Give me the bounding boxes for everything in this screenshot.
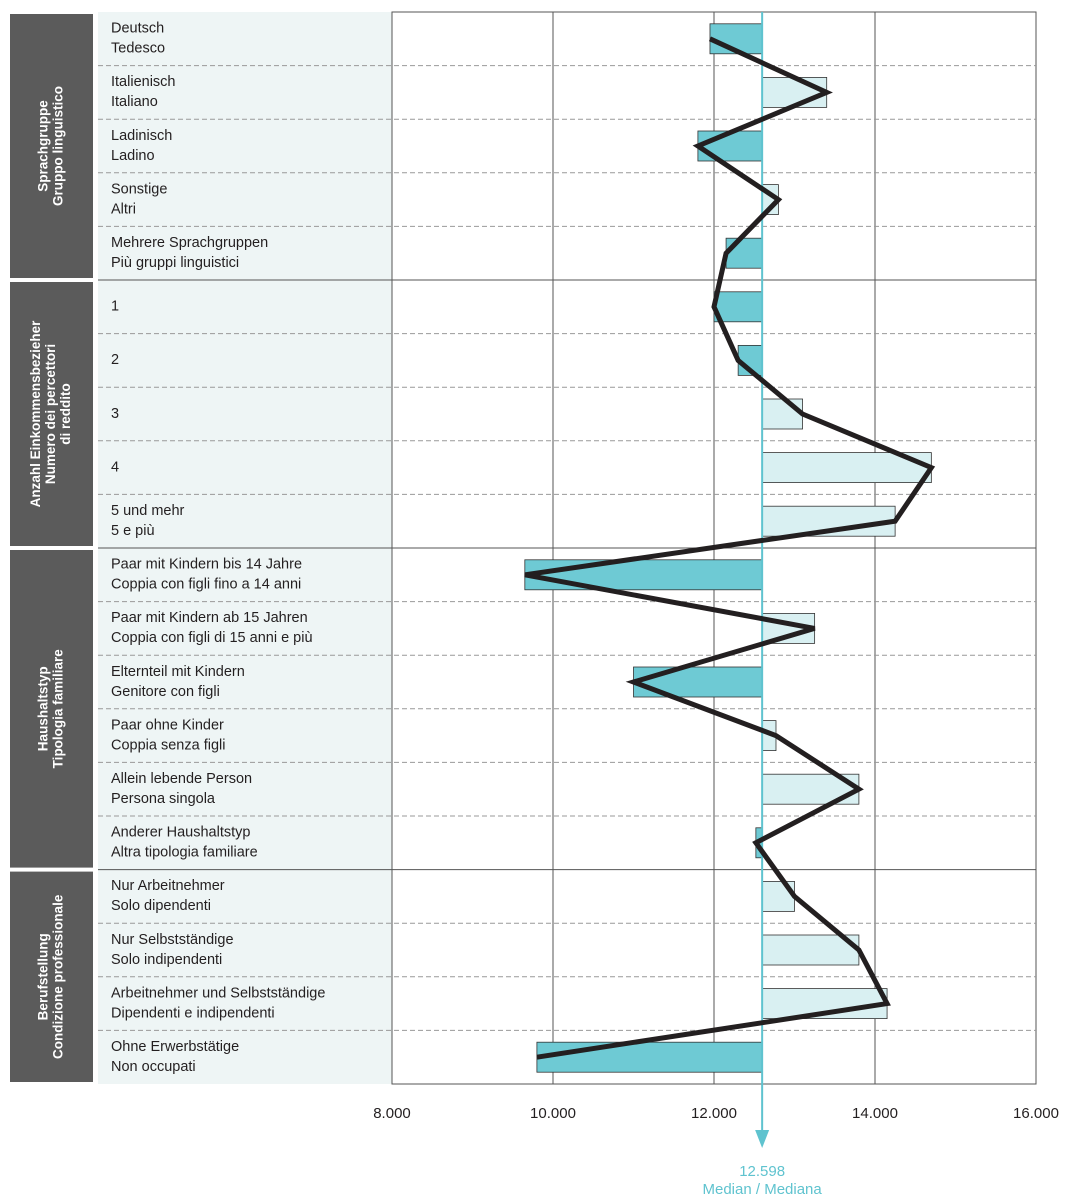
category-label: Genitore con figli — [111, 684, 220, 700]
x-tick-label: 16.000 — [1013, 1105, 1059, 1122]
bar — [761, 398, 803, 430]
category-label: Elternteil mit Kindern — [111, 664, 245, 680]
group-box — [10, 14, 93, 278]
category-label: Nur Arbeitnehmer — [111, 878, 225, 894]
x-tick-label: 12.000 — [691, 1105, 737, 1122]
group-box — [10, 871, 93, 1082]
category-label: Altra tipologia familiare — [111, 845, 258, 861]
category-label: Ladinisch — [111, 128, 172, 144]
bar — [713, 291, 763, 323]
group-label: Gruppo linguistico — [51, 86, 66, 206]
bar — [633, 666, 763, 698]
category-label: Solo indipendenti — [111, 952, 222, 968]
category-label: Tedesco — [111, 41, 165, 57]
category-label: Più gruppi linguistici — [111, 255, 239, 271]
group-label: Berufstellung — [36, 933, 51, 1020]
category-label: Paar mit Kindern ab 15 Jahren — [111, 610, 308, 626]
category-label: 5 und mehr — [111, 503, 185, 519]
profile-line — [524, 36, 936, 1060]
category-label: Nur Selbstständige — [111, 932, 234, 948]
bar — [524, 559, 763, 591]
category-label: Solo dipendenti — [111, 898, 211, 914]
category-label: Italiano — [111, 94, 158, 110]
category-label: Anderer Haushaltstyp — [111, 825, 250, 841]
category-label: Italienisch — [111, 74, 175, 90]
bar — [709, 23, 763, 55]
group-box — [10, 550, 93, 868]
category-label: Non occupati — [111, 1059, 196, 1075]
category-label: 2 — [111, 352, 119, 368]
group-label: Condizione professionale — [51, 894, 66, 1059]
bar — [761, 77, 828, 108]
category-label: 4 — [111, 459, 119, 475]
category-label: Allein lebende Person — [111, 771, 252, 787]
group-label: Haushaltstyp — [36, 666, 51, 751]
group-label: Sprachgruppe — [36, 100, 51, 192]
category-label: Ohne Erwerbstätige — [111, 1039, 239, 1055]
bar — [697, 130, 763, 162]
category-label: Dipendenti e indipendenti — [111, 1005, 275, 1021]
category-label: Mehrere Sprachgruppen — [111, 235, 268, 251]
group-label: Anzahl Einkommensbezieher — [28, 320, 43, 508]
category-label: 3 — [111, 406, 119, 422]
category-label: Paar ohne Kinder — [111, 717, 224, 733]
category-label: Persona singola — [111, 791, 216, 807]
group-label: di reddito — [58, 383, 73, 445]
category-label: Coppia con figli fino a 14 anni — [111, 577, 301, 593]
category-label: 1 — [111, 299, 119, 315]
median-arrow — [755, 1130, 770, 1148]
x-tick-label: 8.000 — [373, 1105, 411, 1122]
bar — [761, 934, 860, 966]
x-tick-label: 10.000 — [530, 1105, 576, 1122]
group-label: Numero dei percettori — [43, 344, 58, 484]
group-label: Tipologia familiare — [51, 649, 66, 769]
bar — [761, 988, 888, 1019]
bar — [725, 237, 763, 269]
category-label: Paar mit Kindern bis 14 Jahre — [111, 557, 302, 573]
category-label: Sonstige — [111, 181, 167, 197]
group-box — [10, 282, 93, 546]
category-label: Coppia senza figli — [111, 737, 225, 753]
x-tick-label: 14.000 — [852, 1105, 898, 1122]
category-label: Coppia con figli di 15 anni e più — [111, 630, 313, 646]
category-label: Altri — [111, 201, 136, 217]
category-label: 5 e più — [111, 523, 155, 539]
median-label: Median / Mediana — [703, 1181, 823, 1198]
category-label: Ladino — [111, 148, 155, 164]
median-value: 12.598 — [739, 1163, 785, 1180]
category-label: Deutsch — [111, 21, 164, 37]
category-label: Arbeitnehmer und Selbstständige — [111, 985, 325, 1001]
bar — [536, 1041, 763, 1073]
